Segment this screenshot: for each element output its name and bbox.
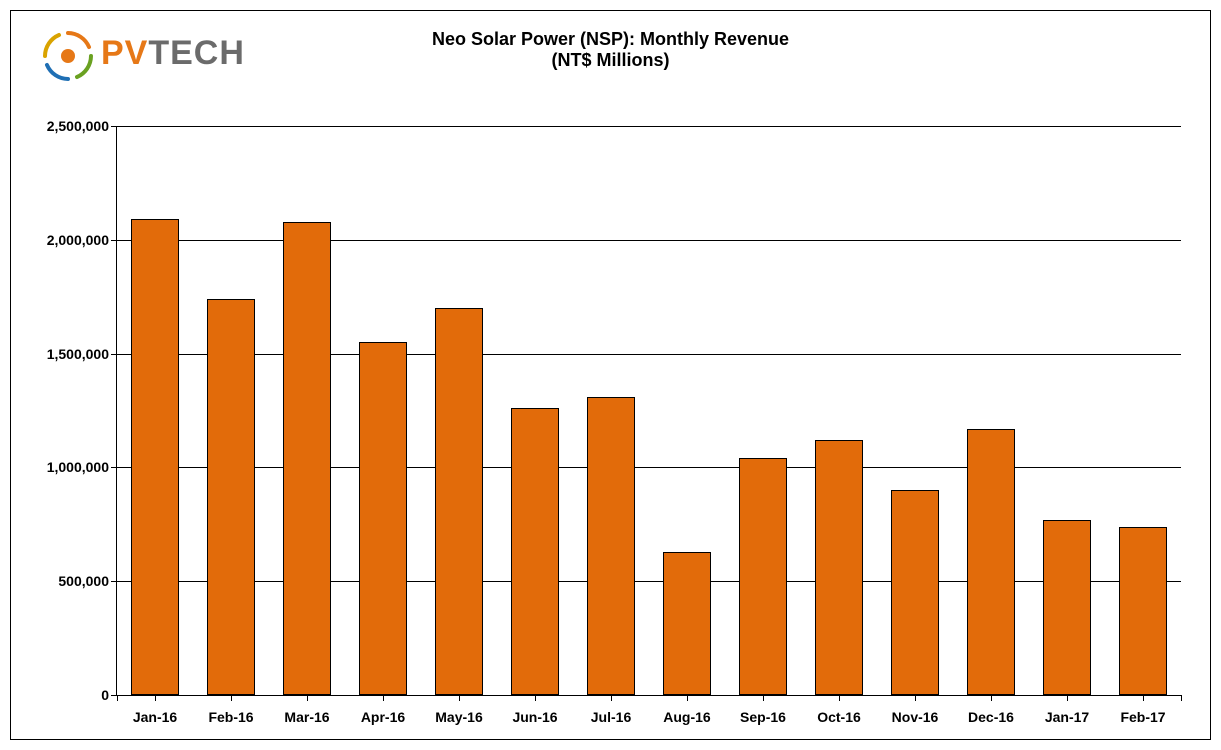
y-tick-label: 1,500,000 (47, 346, 109, 362)
bar-slot: Apr-16 (345, 126, 421, 695)
chart-subtitle: (NT$ Millions) (11, 50, 1210, 71)
chart-frame: PVTECH Neo Solar Power (NSP): Monthly Re… (10, 10, 1211, 740)
bar (967, 429, 1014, 695)
y-tick-label: 0 (101, 687, 109, 703)
x-tick-mark (1067, 695, 1068, 701)
bar (739, 458, 786, 695)
x-tick-label: Apr-16 (361, 709, 405, 725)
x-tick-mark (687, 695, 688, 701)
bar (435, 308, 482, 695)
bar (663, 552, 710, 695)
chart-title-block: Neo Solar Power (NSP): Monthly Revenue (… (11, 29, 1210, 71)
x-tick-label: May-16 (435, 709, 482, 725)
bar-slot: Oct-16 (801, 126, 877, 695)
bar-slot: Jan-17 (1029, 126, 1105, 695)
bar (1043, 520, 1090, 695)
x-tick-mark (839, 695, 840, 701)
x-tick-label: Jan-16 (133, 709, 177, 725)
x-tick-mark (1143, 695, 1144, 701)
bar-slot: Sep-16 (725, 126, 801, 695)
bar (815, 440, 862, 695)
y-tick-label: 1,000,000 (47, 459, 109, 475)
x-tick-mark (155, 695, 156, 701)
bar-slot: Jul-16 (573, 126, 649, 695)
bar-slot: Jan-16 (117, 126, 193, 695)
x-tick-label: Jun-16 (512, 709, 557, 725)
bar-slot: Feb-16 (193, 126, 269, 695)
bar-slot: Mar-16 (269, 126, 345, 695)
bar-slot: May-16 (421, 126, 497, 695)
x-tick-mark (307, 695, 308, 701)
plot-area: 0500,0001,000,0001,500,0002,000,0002,500… (116, 126, 1181, 696)
x-tick-label: Mar-16 (284, 709, 329, 725)
y-tick-label: 500,000 (58, 573, 109, 589)
bar (587, 397, 634, 695)
bar-slot: Jun-16 (497, 126, 573, 695)
bar (359, 342, 406, 695)
x-tick-mark (915, 695, 916, 701)
x-tick-mark (991, 695, 992, 701)
bar (1119, 527, 1166, 695)
chart-title: Neo Solar Power (NSP): Monthly Revenue (11, 29, 1210, 50)
x-tick-mark (459, 695, 460, 701)
x-tick-mark (231, 695, 232, 701)
x-tick-label: Jan-17 (1045, 709, 1089, 725)
bar (891, 490, 938, 695)
x-tick-label: Dec-16 (968, 709, 1014, 725)
y-tick-label: 2,000,000 (47, 232, 109, 248)
x-tick-mark (117, 695, 118, 701)
x-tick-label: Nov-16 (892, 709, 939, 725)
bar (131, 219, 178, 695)
bars-container: Jan-16Feb-16Mar-16Apr-16May-16Jun-16Jul-… (117, 126, 1181, 695)
y-tick-label: 2,500,000 (47, 118, 109, 134)
x-tick-mark (763, 695, 764, 701)
x-tick-mark (1181, 695, 1182, 701)
bar-slot: Aug-16 (649, 126, 725, 695)
x-tick-label: Sep-16 (740, 709, 786, 725)
bar-slot: Nov-16 (877, 126, 953, 695)
bar-slot: Feb-17 (1105, 126, 1181, 695)
bar-slot: Dec-16 (953, 126, 1029, 695)
bar (283, 222, 330, 695)
x-tick-mark (383, 695, 384, 701)
x-tick-label: Jul-16 (591, 709, 631, 725)
bar (511, 408, 558, 695)
bar (207, 299, 254, 695)
x-tick-mark (611, 695, 612, 701)
x-tick-mark (535, 695, 536, 701)
x-tick-label: Feb-17 (1120, 709, 1165, 725)
x-tick-label: Aug-16 (663, 709, 710, 725)
x-tick-label: Oct-16 (817, 709, 861, 725)
x-tick-label: Feb-16 (208, 709, 253, 725)
